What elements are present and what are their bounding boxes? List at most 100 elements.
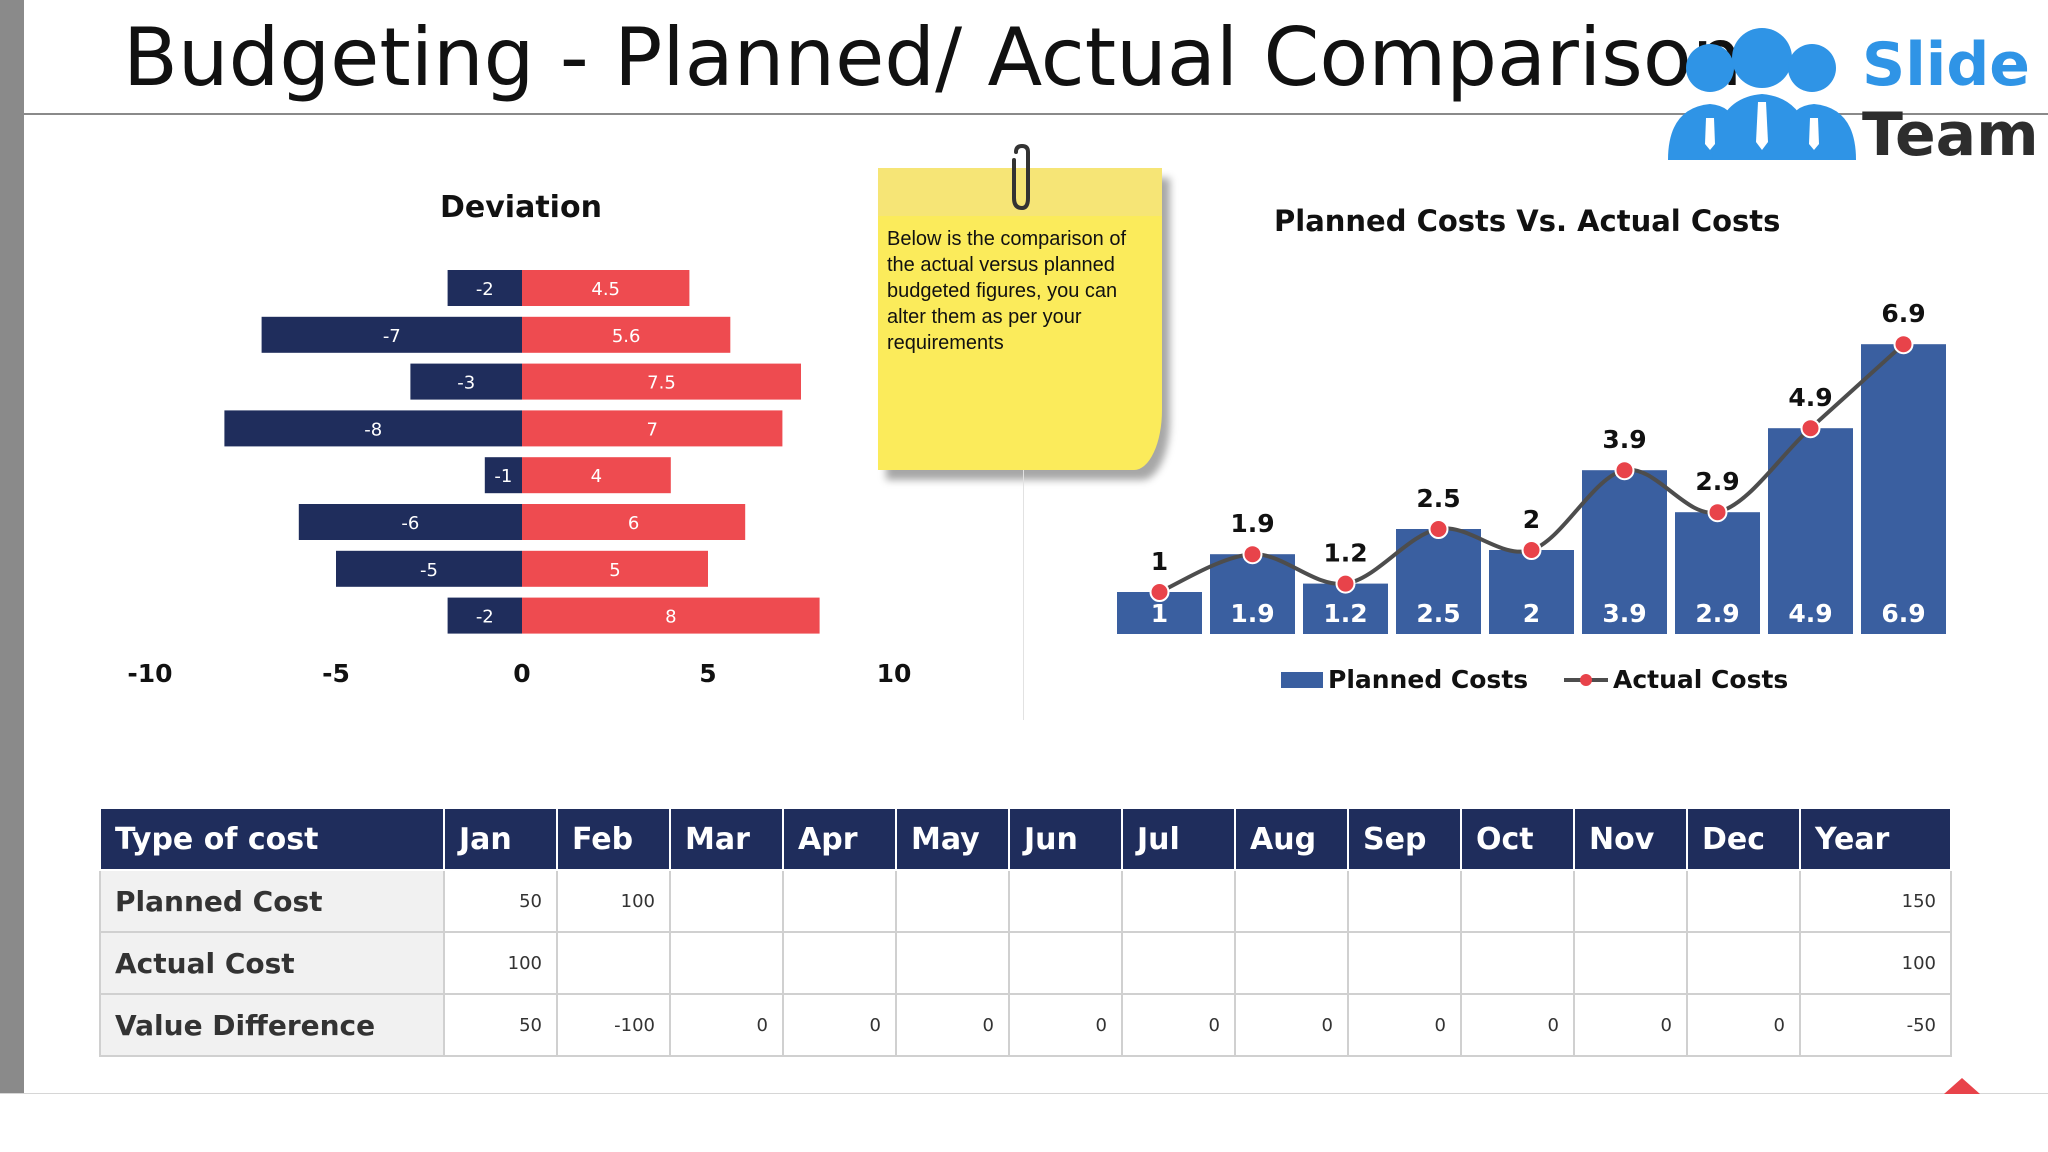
table-cell: 100: [556, 869, 671, 933]
deviation-label-positive: 4.5: [591, 279, 620, 300]
table-cell: 0: [1686, 993, 1801, 1057]
table-cell: 100: [1799, 931, 1952, 995]
page-title: Budgeting - Planned/ Actual Comparison: [123, 11, 1743, 104]
deviation-bar-negative: [447, 597, 522, 634]
table-header-row: Type of cost Jan Feb Mar Apr May Jun Jul…: [99, 807, 1952, 871]
table-cell: [1121, 931, 1236, 995]
table-cell: [1347, 869, 1462, 933]
actual-cost-point: [1893, 334, 1914, 355]
deviation-x-tick: -5: [322, 659, 350, 688]
deviation-bar-positive: [522, 504, 746, 540]
actual-cost-point: [1149, 582, 1170, 602]
deviation-label-negative: -8: [364, 419, 382, 440]
actual-cost-point: [1707, 502, 1728, 523]
row-label: Planned Cost: [99, 869, 445, 933]
deviation-label-negative: -1: [494, 466, 512, 487]
col-header-oct: Oct: [1460, 807, 1575, 871]
planned-cost-label: 1.9: [1230, 599, 1274, 628]
deviation-bar-positive: [522, 597, 820, 634]
deviation-bar-positive: [522, 550, 708, 587]
planned-cost-label: 2: [1523, 599, 1540, 628]
deviation-label-negative: -2: [476, 607, 494, 628]
col-header-sep: Sep: [1347, 807, 1462, 871]
cost-comparison-chart: 1 1.9 1.2 2.5 2 3.9 2.9 4.9 6.9 1 1.9 1.2 2.5 2 3.9 2.9…: [1117, 299, 1946, 694]
actual-cost-label: 6.9: [1881, 299, 1925, 328]
actual-cost-label: 3.9: [1602, 425, 1646, 454]
planned-cost-bar: [1861, 344, 1946, 634]
table-cell: -100: [556, 993, 671, 1057]
table-cell: [1686, 931, 1801, 995]
deviation-bar-positive: [522, 410, 783, 447]
table-cell: [1573, 931, 1688, 995]
actual-cost-point: [1242, 544, 1263, 565]
actual-cost-point: [1614, 460, 1635, 481]
planned-cost-label: 3.9: [1602, 599, 1646, 628]
row-label: Value Difference: [99, 993, 445, 1057]
deviation-bar-positive: [522, 270, 690, 306]
row-label: Actual Cost: [99, 931, 445, 995]
planned-cost-bar: [1768, 428, 1853, 634]
table-cell: [1008, 869, 1123, 933]
actual-cost-point: [1800, 418, 1821, 439]
table-cell: [1121, 869, 1236, 933]
legend-actual-marker: [1580, 674, 1592, 686]
table-cell: 100: [443, 931, 558, 995]
chart-divider: [1023, 470, 1024, 720]
cost-chart-title: Planned Costs Vs. Actual Costs: [1274, 204, 1781, 238]
planned-cost-bar: [1489, 550, 1574, 634]
table-cell: [1686, 869, 1801, 933]
deviation-bar-negative: [447, 270, 522, 306]
deviation-x-tick: 0: [513, 659, 530, 688]
col-header-nov: Nov: [1573, 807, 1688, 871]
col-header-year: Year: [1799, 807, 1952, 871]
logo-text-slide: Slide: [1862, 30, 2030, 100]
deviation-bar-negative: [224, 410, 522, 447]
legend-planned-swatch: [1281, 672, 1323, 688]
deviation-bar-negative: [261, 316, 522, 353]
actual-cost-label: 2.9: [1695, 467, 1739, 496]
deviation-label-negative: -5: [420, 560, 438, 581]
table-cell: 0: [895, 993, 1010, 1057]
col-header-dec: Dec: [1686, 807, 1801, 871]
deviation-label-positive: 7: [646, 419, 657, 440]
planned-cost-bar: [1210, 554, 1295, 634]
planned-cost-bar: [1582, 470, 1667, 634]
table-cell: [1460, 931, 1575, 995]
table-cell: [1460, 869, 1575, 933]
table-cell: 0: [1008, 993, 1123, 1057]
col-header-type: Type of cost: [99, 807, 445, 871]
deviation-chart-title: Deviation: [440, 190, 602, 225]
table-cell: [669, 869, 784, 933]
slideteam-logo-icon: [1668, 28, 1856, 160]
actual-cost-label: 2.5: [1416, 484, 1460, 513]
paperclip-icon: [1012, 144, 1030, 211]
planned-cost-label: 2.5: [1416, 599, 1460, 628]
cost-table: Type of cost Jan Feb Mar Apr May Jun Jul…: [99, 807, 1952, 1057]
planned-cost-label: 1.2: [1323, 599, 1367, 628]
deviation-x-tick: 10: [877, 659, 912, 688]
deviation-label-positive: 5.6: [612, 326, 641, 347]
actual-cost-label: 1.9: [1230, 509, 1274, 538]
table-cell: -50: [1799, 993, 1952, 1057]
sticky-note-text: Below is the comparison of the actual ve…: [887, 228, 1127, 354]
deviation-label-positive: 4: [591, 466, 602, 487]
deviation-label-negative: -6: [401, 513, 419, 534]
table-row-planned: Planned Cost 50 100 150: [99, 869, 1952, 933]
table-row-difference: Value Difference 50 -100 0 0 0 0 0 0 0 0…: [99, 993, 1952, 1057]
table-cell: [669, 931, 784, 995]
planned-cost-label: 2.9: [1695, 599, 1739, 628]
actual-cost-label: 1: [1151, 547, 1168, 576]
col-header-apr: Apr: [782, 807, 897, 871]
table-cell: 0: [1460, 993, 1575, 1057]
deviation-chart: -2 4.5 -7 5.6 -3 7.5 -8 7 -1 4 -6 6 -5 5 -2 8 -10 -5 0 5 10: [127, 270, 912, 688]
title-divider: [24, 113, 2048, 115]
deviation-label-negative: -3: [457, 373, 475, 394]
table-cell: 50: [443, 869, 558, 933]
actual-cost-label: 4.9: [1788, 383, 1832, 412]
planned-cost-bar: [1396, 529, 1481, 634]
deviation-label-positive: 8: [665, 607, 676, 628]
deviation-bar-positive: [522, 363, 801, 400]
table-cell: 0: [782, 993, 897, 1057]
legend-planned-label: Planned Costs: [1328, 665, 1528, 694]
planned-cost-label: 6.9: [1881, 599, 1925, 628]
